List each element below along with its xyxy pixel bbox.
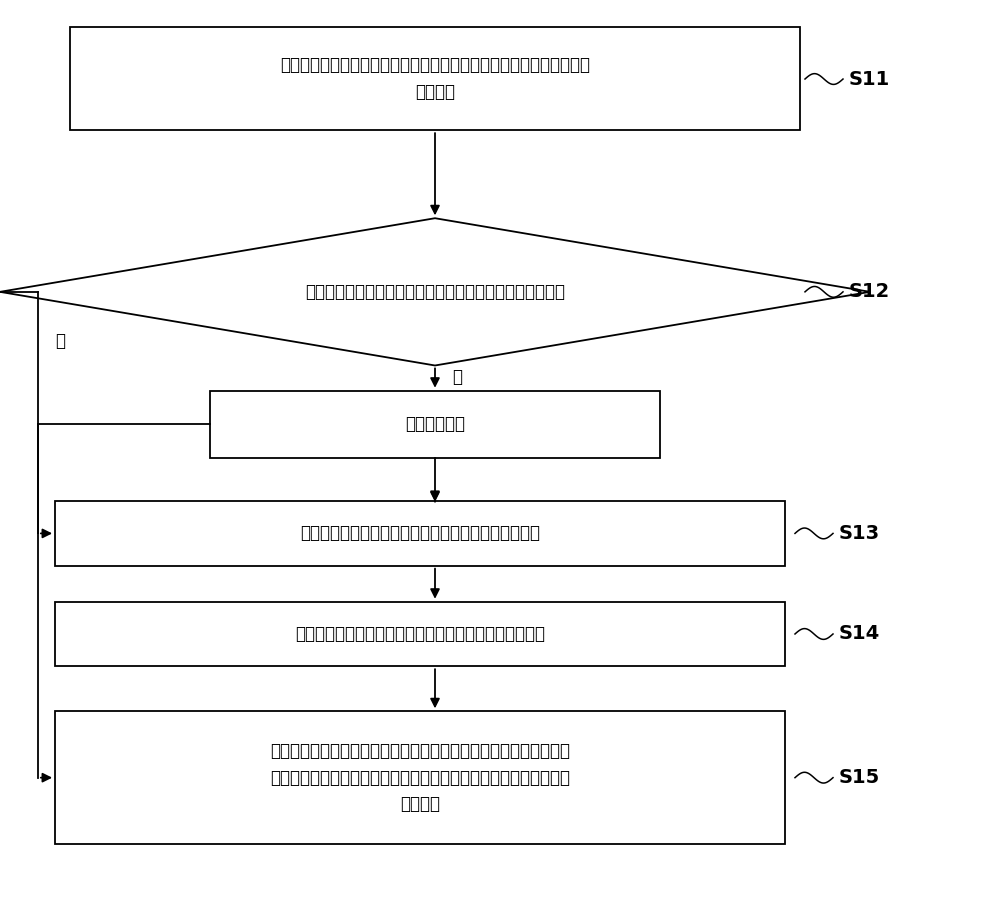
Text: 获取目标资源: 获取目标资源 [405, 415, 465, 434]
Bar [55, 602, 785, 666]
Bar [70, 27, 800, 130]
Polygon shape [0, 218, 870, 365]
Text: S11: S11 [849, 69, 890, 89]
Text: 是: 是 [452, 368, 462, 386]
Bar [55, 711, 785, 844]
Text: S13: S13 [839, 524, 880, 543]
Bar [55, 501, 785, 566]
Text: S14: S14 [839, 624, 880, 644]
Text: S15: S15 [839, 768, 880, 788]
Text: 否: 否 [55, 332, 65, 350]
Bar [210, 391, 660, 458]
Text: 接收请求方音响发送的请求信息，请求信息包括目标资源信息和请求方
音响信息: 接收请求方音响发送的请求信息，请求信息包括目标资源信息和请求方 音响信息 [280, 57, 590, 101]
Text: S12: S12 [849, 282, 890, 302]
Text: 依据目标音响的目标资源获取权限获取相应的目标资源；: 依据目标音响的目标资源获取权限获取相应的目标资源； [295, 625, 545, 643]
Text: 依据请求信息判断请求方音响是否具有目标资源的获取权限: 依据请求信息判断请求方音响是否具有目标资源的获取权限 [305, 283, 565, 301]
Text: 从具有目标资源获取权限的各个音响中确定出目标音响: 从具有目标资源获取权限的各个音响中确定出目标音响 [300, 524, 540, 542]
Text: 依据目标资源及请求方音响信息建立与目标资源对应的访问连接，并
将访问连接返回至请求方音响，以便请求方音响依据访问链接访问目
标资源。: 依据目标资源及请求方音响信息建立与目标资源对应的访问连接，并 将访问连接返回至请… [270, 743, 570, 813]
